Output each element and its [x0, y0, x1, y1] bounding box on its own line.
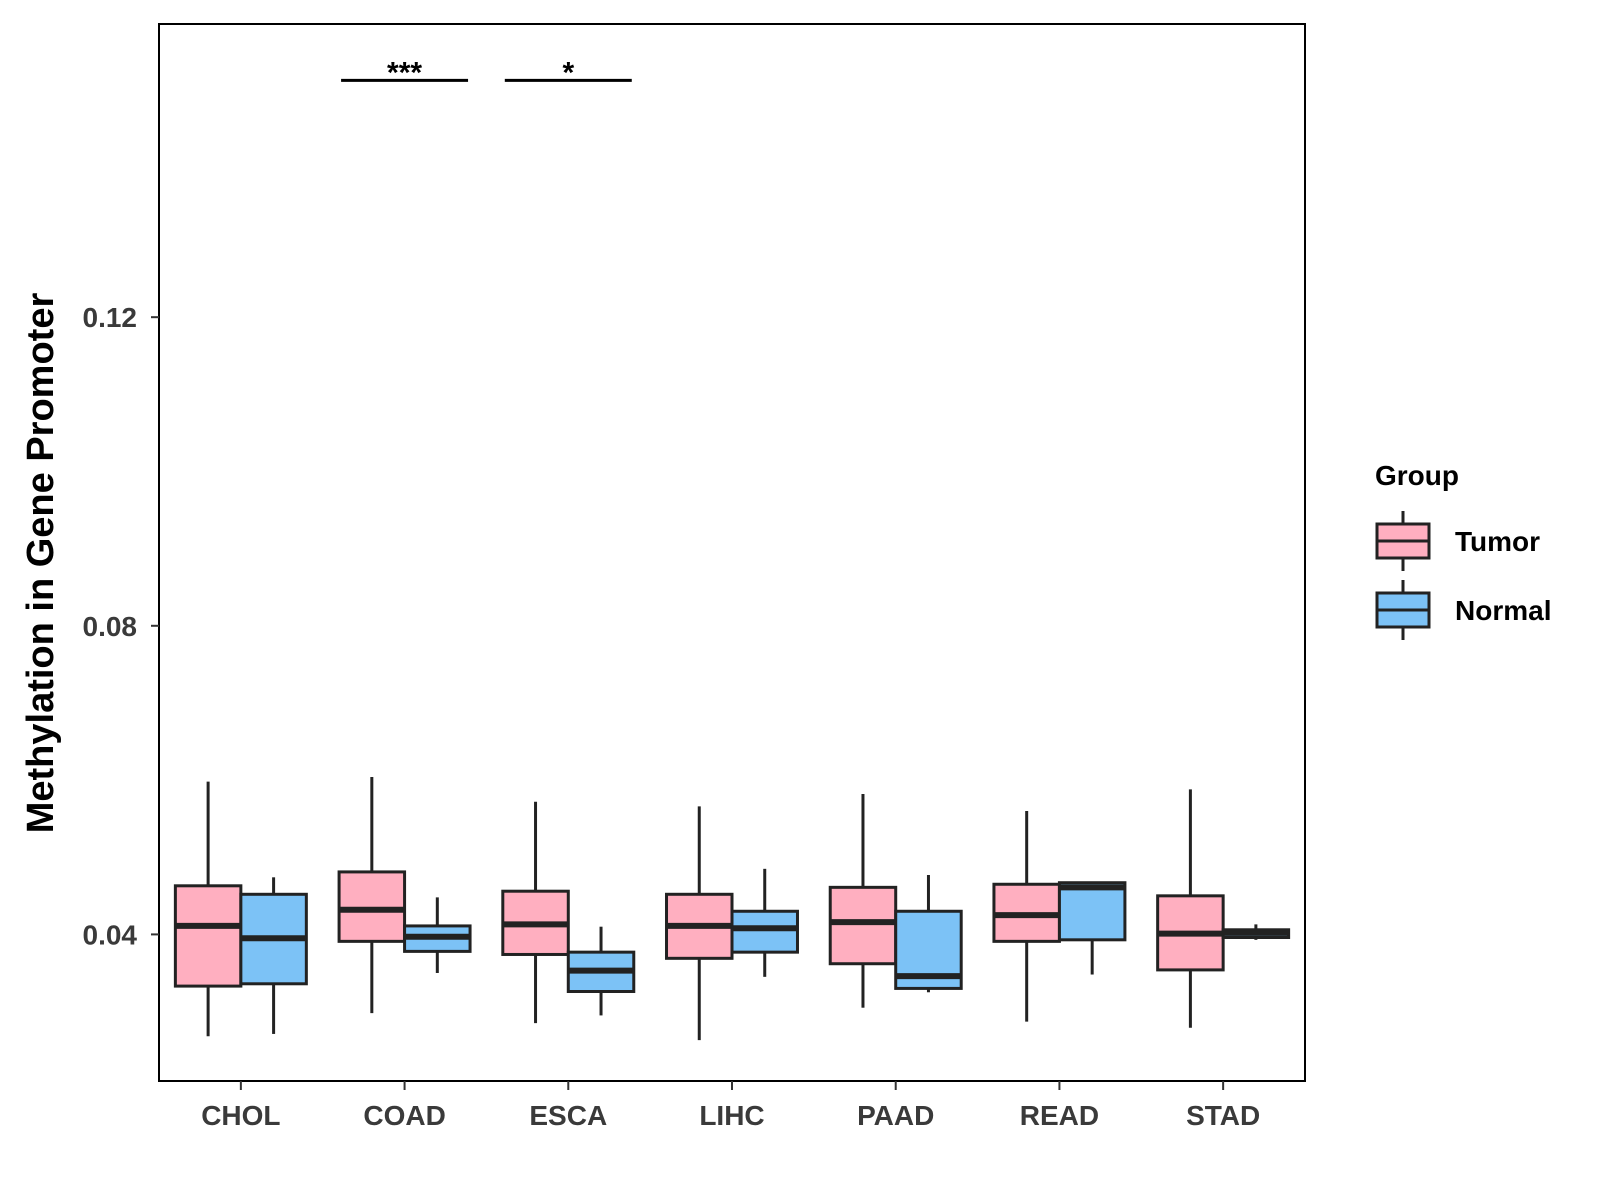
box-body [828, 885, 898, 966]
box-body [337, 870, 407, 943]
legend-label: Tumor [1455, 526, 1540, 557]
x-tick-label: ESCA [529, 1100, 607, 1131]
box-stad-normal [1221, 924, 1291, 940]
y-axis-title: Methylation in Gene Promoter [20, 293, 62, 834]
box-lihc-normal [730, 868, 799, 977]
box-coad-normal [403, 897, 472, 973]
x-tick-label: PAAD [857, 1100, 934, 1131]
significance-annotations: *** * [341, 56, 632, 89]
legend-item-tumor: Tumor [1375, 511, 1540, 571]
box-stad-tumor [1156, 789, 1225, 1028]
legend-title: Group [1375, 460, 1459, 491]
y-tick-label: 0.08 [83, 611, 138, 642]
legend-item-normal: Normal [1375, 580, 1551, 640]
legend: Group Tumor Normal [1375, 460, 1551, 640]
box-chol-tumor [173, 781, 243, 1037]
series-normal [239, 868, 1291, 1034]
box-lihc-tumor [665, 806, 734, 1041]
box-read-tumor [992, 810, 1061, 1022]
series-tumor [173, 777, 1225, 1041]
boxes-layer [173, 777, 1291, 1041]
legend-items: Tumor Normal [1375, 511, 1551, 640]
box-chol-normal [239, 877, 308, 1034]
x-tick-label: READ [1020, 1100, 1099, 1131]
box-body [1057, 881, 1127, 942]
x-tick-label: COAD [363, 1100, 445, 1131]
box-coad-tumor [337, 777, 407, 1014]
box-esca-tumor [501, 801, 570, 1024]
x-axis: CHOL COAD ESCA LIHC PAAD READ STAD [201, 1081, 1260, 1131]
box-body [173, 884, 243, 988]
y-axis: 0.04 0.08 0.12 [83, 302, 159, 950]
significance-label: *** [387, 56, 422, 89]
box-read-normal [1057, 881, 1127, 975]
box-body [730, 909, 799, 954]
x-tick-label: STAD [1186, 1100, 1260, 1131]
box-paad-tumor [828, 793, 898, 1008]
y-tick-label: 0.04 [83, 919, 138, 950]
x-tick-label: LIHC [699, 1100, 764, 1131]
box-esca-normal [566, 926, 636, 1016]
x-tick-label: CHOL [201, 1100, 280, 1131]
box-paad-normal [894, 875, 963, 993]
significance-label: * [562, 56, 574, 89]
y-tick-label: 0.12 [83, 302, 138, 333]
legend-label: Normal [1455, 595, 1551, 626]
plot-panel: *** * [158, 23, 1306, 1082]
